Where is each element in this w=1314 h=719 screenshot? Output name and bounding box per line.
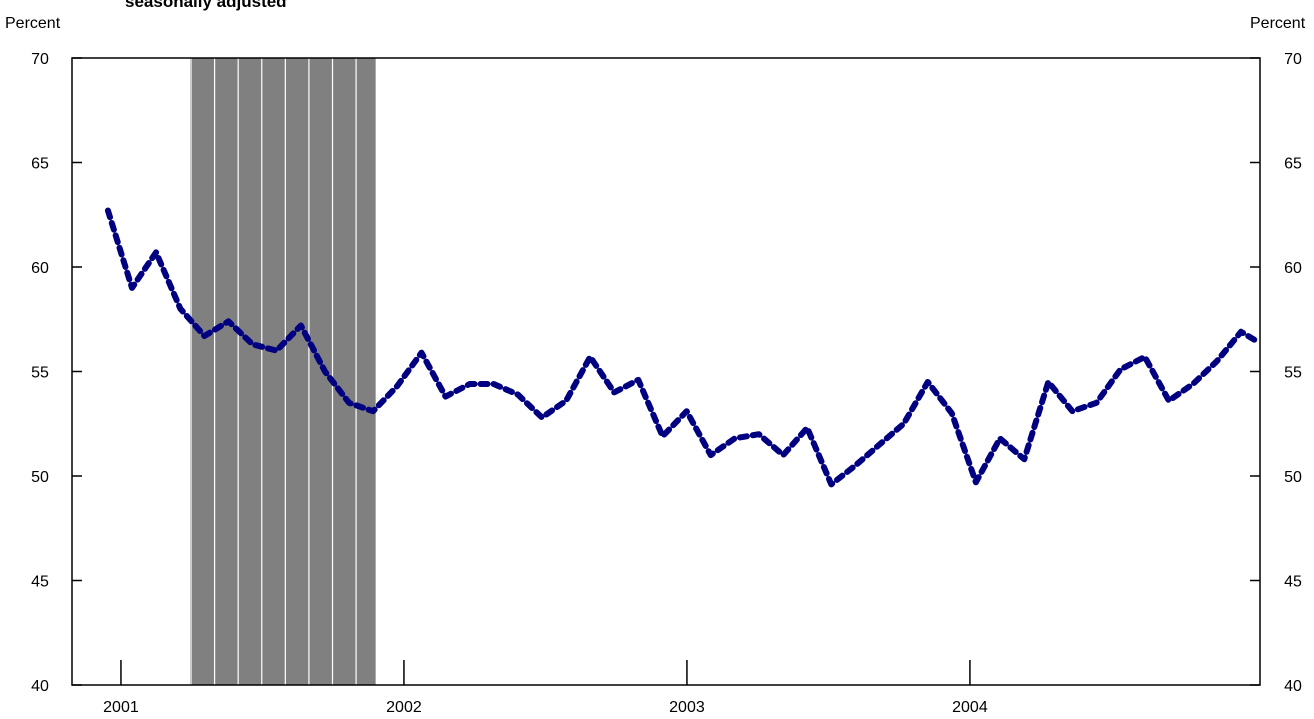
y2-tick-label: 40 (1284, 678, 1302, 695)
y2-tick-label: 65 (1284, 156, 1302, 173)
y-tick-label: 65 (31, 156, 49, 173)
y-tick-label: 60 (31, 260, 49, 277)
chart-title: seasonally adjusted (125, 0, 287, 11)
y-tick-label: 55 (31, 365, 49, 382)
y2-axis-label: Percent (1250, 15, 1306, 32)
y2-tick-label: 70 (1284, 51, 1302, 68)
y2-tick-label: 50 (1284, 469, 1302, 486)
x-tick-label: 2002 (386, 699, 422, 716)
y-tick-label: 50 (31, 469, 49, 486)
y-axis-label: Percent (5, 15, 61, 32)
x-tick-label: 2003 (669, 699, 705, 716)
shaded-region (190, 58, 376, 685)
y2-tick-label: 60 (1284, 260, 1302, 277)
x-tick-label: 2001 (103, 699, 139, 716)
y-tick-label: 40 (31, 678, 49, 695)
x-tick-label: 2004 (952, 699, 988, 716)
y2-tick-label: 55 (1284, 365, 1302, 382)
y2-tick-label: 45 (1284, 574, 1302, 591)
data-line (104, 207, 1262, 488)
y-tick-label: 45 (31, 574, 49, 591)
y-tick-label: 70 (31, 51, 49, 68)
